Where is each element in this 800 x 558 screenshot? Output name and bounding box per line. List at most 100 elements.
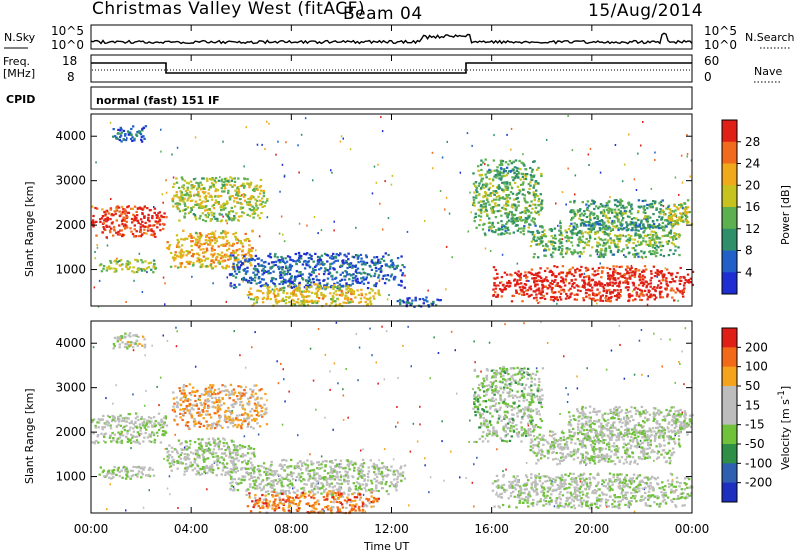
noise-right-tick-top: 10^5 [704,24,737,38]
velocity-noise-cell [313,380,315,382]
power-cell [235,239,237,241]
power-cell [249,201,251,203]
power-cell [633,247,635,249]
power-cell [262,292,264,294]
velocity-noise-cell [343,419,345,421]
power-cell [634,234,636,236]
power-cell [266,298,268,300]
power-cell [596,299,598,301]
velocity-noise-cell [377,383,379,385]
velocity-noise-cell [443,480,445,482]
velocity-noise-cell [512,390,513,392]
velocity-noise-cell [660,338,662,340]
power-cell [219,214,221,216]
power-cell [306,287,308,289]
power-cell [118,207,120,209]
power-cell [195,201,197,203]
power-cell [199,195,201,197]
power-cell [198,184,200,186]
power-noise-cell [222,216,224,218]
power-cell [258,276,260,278]
power-noise-cell [583,251,585,253]
velocity-noise-cell [288,391,290,393]
power-noise-cell [330,169,332,171]
power-noise-cell [555,203,557,205]
power-cell [196,239,198,241]
power-cell [536,284,538,286]
power-cell [664,288,666,290]
velocity-noise-cell [169,493,171,495]
power-cell [515,220,517,222]
power-noise-cell [212,282,214,284]
power-noise-cell [382,229,384,231]
power-cell [278,283,280,285]
power-cell [544,270,546,272]
velocity-noise-cell [227,444,229,446]
power-cell [337,260,339,262]
power-cell [400,280,402,282]
power-cell [172,186,174,188]
power-cell [569,268,571,270]
power-cell [347,287,349,289]
velocity-cell [141,471,143,473]
power-cell [176,234,178,236]
power-cell [495,269,497,271]
power-cell [472,172,474,174]
power-cell [643,252,645,254]
power-noise-cell [306,225,308,227]
power-cell [560,293,562,295]
power-cell [502,160,504,162]
power-cell [540,203,542,205]
velocity-cell [156,432,158,434]
power-cell [559,222,561,224]
power-cell [177,196,179,198]
power-cell [506,215,508,217]
power-noise-cell [567,115,569,117]
power-noise-cell [215,230,217,232]
power-cell [133,139,135,141]
power-cell [149,209,151,211]
power-noise-cell [97,247,99,249]
cpid-label: CPID [6,93,35,106]
power-cell [600,211,602,213]
power-cell [257,196,259,198]
power-cell [99,221,101,223]
power-cell [172,200,174,202]
power-cell [616,205,618,207]
power-noise-cell [681,155,683,157]
power-cell [202,219,204,221]
power-noise-cell [277,141,279,143]
power-cell [638,284,640,286]
power-cell [138,235,140,237]
power-cell [170,252,172,254]
power-cell [527,210,529,212]
power-cell [630,207,632,209]
power-cell [510,170,512,172]
power-cell [582,232,584,234]
power-cell [629,210,631,212]
power-cell [201,184,203,186]
power-cell [682,221,684,223]
power-cell [522,181,524,183]
power-cell [224,207,226,209]
power-cell [119,211,121,213]
power-cell [118,224,120,226]
power-cell [256,185,258,187]
power-cell [196,260,198,262]
velocity-cell [123,466,125,468]
power-cell [294,278,296,280]
power-cell [235,276,237,278]
power-cell [353,256,355,258]
power-cell [527,230,529,232]
power-cell [479,219,481,221]
power-cell [584,231,586,233]
power-cell [154,236,156,238]
power-cell [214,196,216,198]
velocity-noise-cell [606,369,608,371]
power-cell [246,267,248,269]
power-cell [180,238,182,240]
power-cell [513,222,515,224]
power-cell [127,130,129,132]
power-cell [388,265,390,267]
power-cell [191,200,193,202]
